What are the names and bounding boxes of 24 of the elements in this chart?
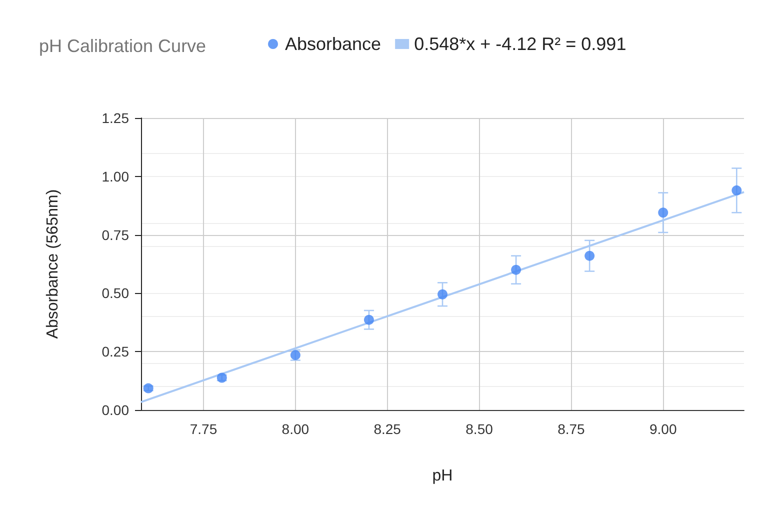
point [511,264,522,275]
point [732,185,742,196]
x-axis-title: pH [432,468,453,484]
y-tick-label: 1.00 [102,168,130,184]
point [658,208,668,218]
x-tick-label: 8.50 [466,421,494,437]
y-axis-title: Absorbance (565nm) [44,189,62,339]
y-tick-label: 1.25 [102,110,130,126]
x-tick-label: 7.75 [190,421,218,437]
y-tick-label: 0.50 [102,285,130,302]
chart-title: pH Calibration Curve [39,36,206,56]
legend-label: 0.548*x + -4.12 R² = 0.991 [414,34,626,54]
point [364,314,374,325]
y-tick-label: 0.00 [102,402,130,418]
x-tick-label: 8.25 [374,421,402,437]
point [438,289,448,300]
x-tick-label: 8.75 [558,421,586,437]
x-tick-label: 9.00 [649,421,677,437]
point [584,250,595,261]
legend-label: Absorbance [285,34,382,54]
y-tick-label: 0.75 [102,226,130,243]
point [143,383,154,394]
x-tick-label: 8.00 [282,421,310,437]
y-tick-label: 0.25 [102,344,130,360]
